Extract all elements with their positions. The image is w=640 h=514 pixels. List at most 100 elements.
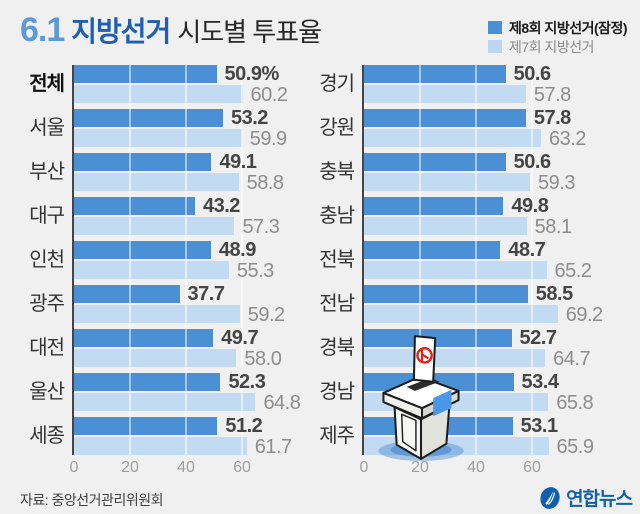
bar-8th-election <box>364 329 512 347</box>
bar-8th-election <box>364 285 528 303</box>
ballot-paper <box>412 335 437 383</box>
value-8th-election: 49.1 <box>219 151 257 173</box>
legend-label-8th: 제8회 지방선거(잠정) <box>509 19 628 36</box>
bar-8th-election <box>74 329 214 347</box>
bar-7th-election <box>74 129 242 147</box>
bar-7th-election <box>74 305 240 323</box>
gridline <box>419 65 421 455</box>
bar-7th-election <box>74 437 247 455</box>
bar-8th-election <box>364 65 506 83</box>
bar-7th-election <box>364 85 526 103</box>
value-7th-election: 57.8 <box>533 84 571 106</box>
bar-7th-election <box>364 217 527 235</box>
region-label: 경남 <box>319 381 355 403</box>
value-7th-election: 58.0 <box>244 348 282 370</box>
value-7th-election: 64.7 <box>553 348 591 370</box>
gridline <box>241 65 243 455</box>
value-7th-election: 63.2 <box>548 128 586 150</box>
x-axis-tick: 0 <box>69 459 79 476</box>
value-7th-election: 65.9 <box>556 436 594 458</box>
value-7th-election: 65.8 <box>556 392 594 414</box>
value-7th-election: 58.1 <box>534 216 572 238</box>
value-8th-election: 51.2 <box>225 415 263 437</box>
region-label: 전북 <box>319 249 355 271</box>
bar-7th-election <box>364 129 541 147</box>
bar-8th-election <box>74 285 180 303</box>
yonhap-logo: 연합뉴스 <box>538 484 633 511</box>
bar-8th-election <box>74 65 217 83</box>
value-8th-election: 50.6 <box>513 151 551 173</box>
legend-item-7th: 제7회 지방선거 <box>488 38 627 55</box>
chart-panel-left: 0 20 40 60 전체 50.9% 60.2 서울 53.2 59.9 부산 49.1 58.8 대구… <box>20 63 330 477</box>
bar-8th-election <box>364 109 526 127</box>
bar-7th-election <box>364 261 547 279</box>
value-8th-election: 53.4 <box>521 371 559 393</box>
ballot-blue-tag <box>433 389 452 417</box>
x-axis-tick: 20 <box>121 459 139 476</box>
title-date: 6.1 <box>20 11 65 49</box>
gridline <box>531 65 533 455</box>
value-7th-election: 57.3 <box>242 216 280 238</box>
value-8th-election: 49.8 <box>511 195 549 217</box>
bar-7th-election <box>74 261 229 279</box>
bar-7th-election <box>74 85 243 103</box>
value-8th-election: 48.7 <box>508 239 546 261</box>
bar-7th-election <box>364 305 558 323</box>
x-axis-tick: 60 <box>523 459 541 476</box>
bar-8th-election <box>74 109 223 127</box>
region-label: 제주 <box>319 425 355 447</box>
bar-8th-election <box>74 241 211 259</box>
x-axis-tick: 60 <box>233 459 251 476</box>
bar-7th-election <box>74 173 239 191</box>
region-label: 세종 <box>29 425 65 447</box>
value-7th-election: 55.3 <box>236 260 274 282</box>
x-axis-tick: 0 <box>359 459 369 476</box>
yonhap-logo-icon <box>540 486 560 509</box>
bar-8th-election <box>364 241 501 259</box>
region-label: 인천 <box>29 249 65 271</box>
y-axis-line <box>362 65 364 455</box>
bar-8th-election <box>74 153 212 171</box>
region-label: 경기 <box>319 73 355 95</box>
region-label: 대전 <box>29 337 65 359</box>
value-7th-election: 60.2 <box>250 84 288 106</box>
bar-8th-election <box>74 373 221 391</box>
y-axis-line <box>72 65 74 455</box>
bar-8th-election <box>74 197 195 215</box>
bar-7th-election <box>74 393 256 411</box>
region-label: 강원 <box>319 117 355 139</box>
legend: 제8회 지방선거(잠정) 제7회 지방선거 <box>488 19 628 57</box>
value-8th-election: 48.9 <box>218 239 256 261</box>
value-7th-election: 58.8 <box>246 172 284 194</box>
value-8th-election: 52.7 <box>519 327 557 349</box>
value-7th-election: 65.2 <box>554 260 592 282</box>
value-7th-election: 59.2 <box>247 304 285 326</box>
value-7th-election: 59.9 <box>249 128 287 150</box>
bar-8th-election <box>74 417 218 435</box>
region-label: 서울 <box>29 117 65 139</box>
ballot-box-illustration <box>378 335 464 461</box>
bar-8th-election <box>364 197 504 215</box>
region-label: 울산 <box>29 381 65 403</box>
region-label: 전남 <box>319 293 355 315</box>
region-label: 충북 <box>319 161 355 183</box>
yonhap-logo-text: 연합뉴스 <box>566 489 633 510</box>
value-8th-election: 50.6 <box>513 63 551 85</box>
page-title: 6.1 지방선거 시도별 투표율 <box>20 10 322 50</box>
title-election: 지방선거 <box>71 16 171 47</box>
bar-7th-election <box>364 173 531 191</box>
value-7th-election: 59.3 <box>538 172 575 194</box>
region-label: 경북 <box>319 337 355 359</box>
x-axis-tick: 40 <box>177 459 195 476</box>
value-8th-election: 50.9% <box>224 63 280 85</box>
bar-7th-election <box>364 349 546 367</box>
gridline <box>475 65 477 455</box>
legend-label-7th: 제7회 지방선거 <box>509 38 594 55</box>
legend-swatch-7th-icon <box>488 40 502 53</box>
region-label: 전체 <box>29 73 65 95</box>
value-7th-election: 64.8 <box>263 392 301 414</box>
value-8th-election: 53.1 <box>520 415 558 437</box>
value-8th-election: 53.2 <box>230 107 268 129</box>
legend-item-8th: 제8회 지방선거(잠정) <box>488 19 628 36</box>
